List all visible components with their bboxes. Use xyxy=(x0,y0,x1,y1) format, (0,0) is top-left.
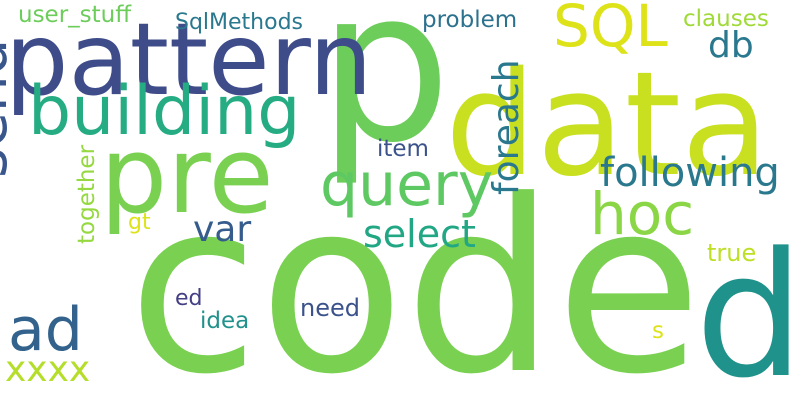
word-SqlMethods: SqlMethods xyxy=(175,10,304,35)
word-ad: ad xyxy=(8,295,83,365)
word-code: code xyxy=(128,150,702,400)
word-hoc: hoc xyxy=(590,180,695,248)
word-data: data xyxy=(445,40,770,208)
word-following: following xyxy=(600,150,780,196)
word-p: p xyxy=(318,0,452,189)
word-db: db xyxy=(708,25,754,66)
word-ed: ed xyxy=(175,286,203,311)
word-idea: idea xyxy=(200,308,250,334)
word-together: together xyxy=(74,144,100,244)
word-item: item xyxy=(377,136,429,162)
word-var: var xyxy=(193,209,252,250)
word-query: query xyxy=(320,150,494,220)
word-d: d xyxy=(695,215,800,400)
word-xxxx: xxxx xyxy=(5,349,91,390)
word-foreach: foreach xyxy=(486,59,527,195)
word-user_stuff: user_stuff xyxy=(18,2,132,28)
word-pre: pre xyxy=(100,114,274,237)
word-true: true xyxy=(707,239,757,267)
word-building: building xyxy=(28,72,301,151)
word-gt: gt xyxy=(128,210,151,235)
word-clauses: clauses xyxy=(683,6,769,32)
word-select: select xyxy=(363,212,476,256)
word-SQL: SQL xyxy=(553,0,668,60)
word-problem: problem xyxy=(422,7,518,33)
word-pattern: pattern xyxy=(5,1,373,118)
word-send: send xyxy=(0,38,20,178)
word-need: need xyxy=(300,294,360,322)
word-s: s xyxy=(652,318,664,344)
